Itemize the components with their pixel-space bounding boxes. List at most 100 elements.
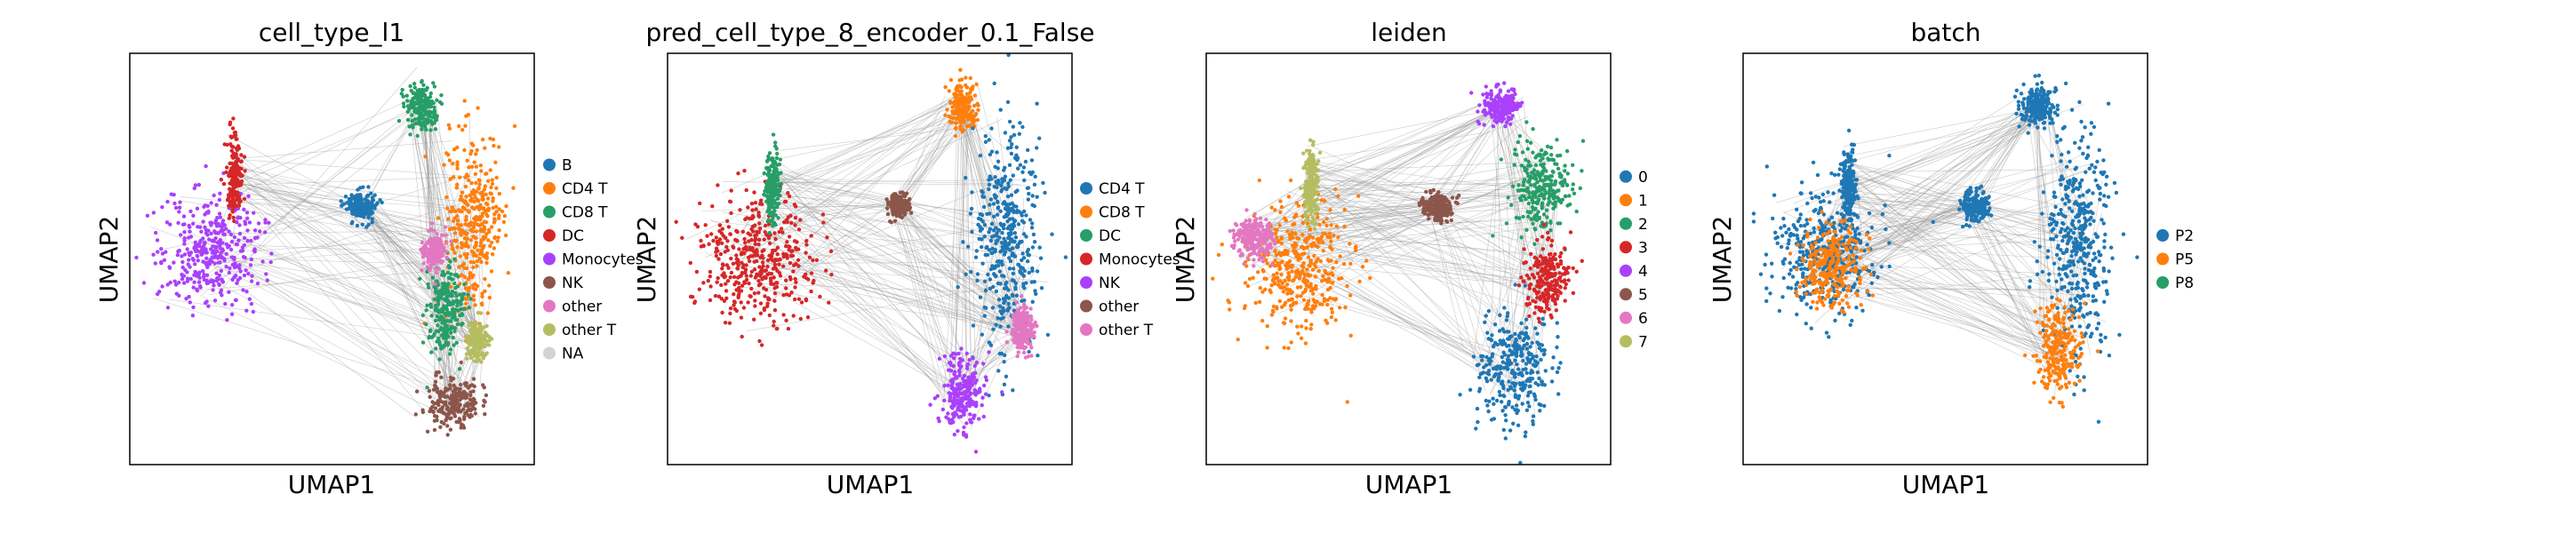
legend-marker bbox=[543, 299, 556, 313]
data-point bbox=[1022, 298, 1027, 303]
data-point bbox=[1021, 256, 1027, 260]
data-point bbox=[902, 202, 908, 206]
data-point bbox=[500, 209, 505, 214]
data-point bbox=[425, 265, 429, 269]
legend-marker bbox=[1080, 276, 1092, 289]
data-point bbox=[954, 352, 958, 356]
data-point bbox=[260, 259, 265, 264]
data-point bbox=[264, 272, 268, 276]
data-point bbox=[172, 201, 177, 206]
data-point bbox=[928, 402, 932, 407]
data-point bbox=[762, 307, 767, 313]
data-point bbox=[729, 211, 733, 216]
data-point bbox=[893, 203, 898, 207]
data-point bbox=[241, 288, 245, 292]
data-point bbox=[784, 243, 788, 249]
data-point bbox=[787, 194, 792, 199]
edge-line bbox=[1316, 244, 1480, 358]
edge-line bbox=[776, 195, 972, 384]
data-point bbox=[964, 91, 970, 97]
data-point bbox=[455, 274, 460, 279]
data-point bbox=[787, 235, 792, 239]
data-point bbox=[778, 187, 782, 191]
data-point bbox=[1253, 300, 1259, 306]
data-point bbox=[420, 268, 424, 273]
data-point bbox=[405, 109, 410, 114]
data-point bbox=[724, 244, 729, 250]
edge-line bbox=[484, 289, 492, 329]
data-point bbox=[736, 294, 740, 298]
data-point bbox=[428, 266, 433, 270]
data-point bbox=[784, 318, 788, 322]
data-point bbox=[439, 245, 444, 250]
data-point bbox=[204, 163, 208, 169]
data-point bbox=[487, 343, 492, 347]
data-point bbox=[1279, 272, 1284, 277]
data-point bbox=[796, 258, 801, 262]
data-point bbox=[434, 248, 438, 253]
data-point bbox=[775, 252, 780, 257]
data-point bbox=[937, 356, 942, 361]
legend-marker bbox=[543, 158, 556, 171]
data-point bbox=[366, 185, 371, 189]
data-point bbox=[1003, 131, 1008, 135]
data-point bbox=[474, 152, 478, 156]
edge-line bbox=[413, 102, 430, 252]
data-point bbox=[968, 76, 973, 81]
data-point bbox=[467, 306, 471, 310]
data-point bbox=[956, 362, 962, 368]
data-point bbox=[224, 251, 228, 257]
data-point bbox=[767, 313, 772, 318]
edge-line bbox=[238, 105, 427, 183]
data-point bbox=[220, 247, 225, 251]
data-point bbox=[160, 251, 165, 256]
data-point bbox=[212, 279, 216, 283]
data-point bbox=[422, 104, 427, 108]
data-point bbox=[214, 203, 219, 207]
data-point bbox=[1348, 261, 1353, 266]
data-point bbox=[1039, 286, 1044, 290]
data-point bbox=[759, 343, 764, 347]
data-point bbox=[439, 93, 444, 98]
data-point bbox=[975, 272, 980, 276]
data-point bbox=[1220, 243, 1225, 247]
data-point bbox=[269, 251, 274, 256]
data-point bbox=[716, 183, 720, 187]
data-point bbox=[457, 299, 461, 305]
data-point bbox=[1020, 124, 1025, 130]
data-point bbox=[465, 243, 470, 248]
data-point bbox=[452, 343, 456, 347]
data-point bbox=[962, 425, 966, 430]
edge-line bbox=[895, 218, 946, 411]
data-point bbox=[444, 400, 448, 404]
data-point bbox=[460, 312, 464, 316]
data-point bbox=[497, 213, 501, 218]
data-point bbox=[968, 418, 972, 422]
data-point bbox=[1004, 243, 1009, 249]
data-point bbox=[717, 237, 723, 242]
data-point bbox=[492, 143, 496, 148]
data-point bbox=[767, 230, 772, 235]
data-point bbox=[250, 279, 254, 283]
data-point bbox=[953, 95, 958, 100]
data-point bbox=[190, 257, 195, 261]
data-point bbox=[373, 203, 378, 208]
data-point bbox=[466, 386, 471, 390]
data-point bbox=[1023, 159, 1028, 164]
data-point bbox=[229, 178, 235, 183]
data-point bbox=[763, 294, 767, 298]
data-point bbox=[480, 291, 484, 296]
legend-label: Monocytes bbox=[562, 251, 644, 269]
data-point bbox=[992, 272, 996, 276]
edge-line bbox=[442, 339, 478, 392]
data-point bbox=[197, 270, 202, 274]
data-point bbox=[798, 218, 803, 222]
data-point bbox=[420, 251, 425, 256]
data-point bbox=[1000, 274, 1004, 278]
edge-line bbox=[770, 108, 971, 245]
data-point bbox=[827, 300, 831, 305]
data-point bbox=[465, 251, 469, 257]
data-point bbox=[1026, 259, 1030, 264]
